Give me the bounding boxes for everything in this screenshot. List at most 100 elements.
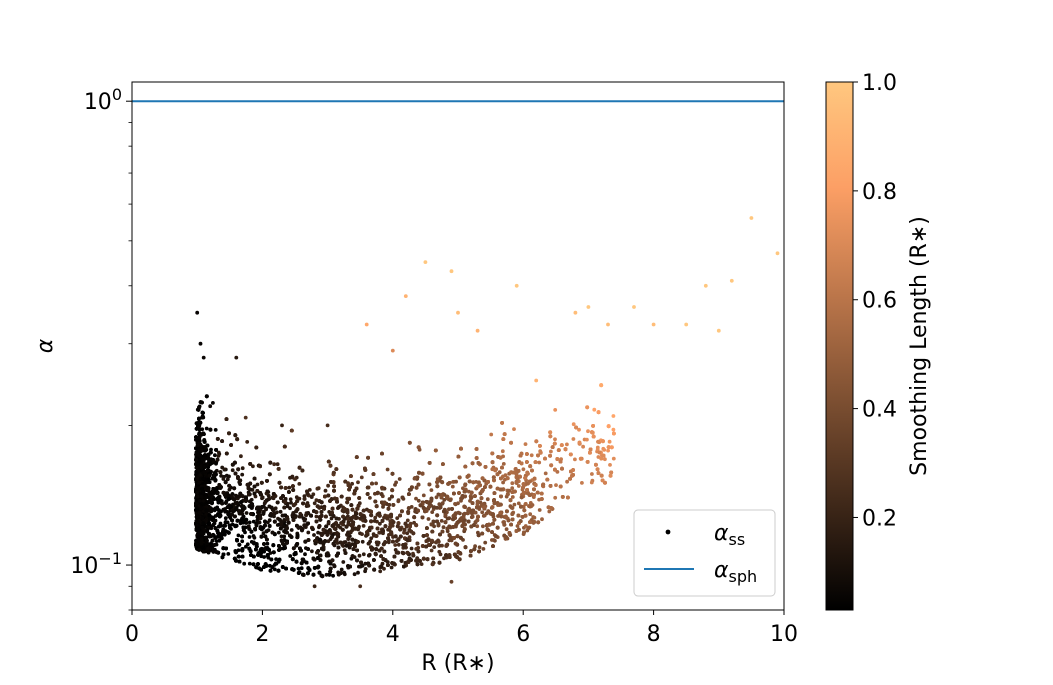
data-point [247,535,252,539]
data-point [294,495,299,500]
data-point [394,480,398,485]
data-point [378,569,383,574]
data-point [289,528,294,532]
data-point [577,427,581,432]
data-point [490,538,494,542]
data-point [532,515,537,520]
data-point [580,481,584,485]
data-point [555,470,560,474]
data-point [374,481,378,486]
data-point [510,495,515,499]
data-point [554,483,558,487]
data-point [326,521,331,526]
data-point [529,453,534,458]
data-point [327,510,332,514]
data-point [350,542,355,546]
data-point [603,457,607,462]
data-point [297,482,302,486]
data-point [607,439,612,444]
data-point [240,472,245,477]
data-point [361,552,366,557]
data-point [356,570,360,575]
scatter-points [194,216,780,589]
data-point [350,481,354,486]
data-point [416,498,421,503]
data-point [439,519,444,523]
data-point [382,566,386,571]
data-point [385,467,390,472]
data-point [438,552,443,557]
data-point [343,540,348,544]
data-point [357,553,362,558]
data-point [312,533,316,537]
data-point [289,500,293,505]
data-point [463,518,467,522]
data-point [368,496,372,500]
data-point [477,545,482,550]
data-point [298,511,303,516]
data-point [299,566,304,571]
data-point [363,567,368,571]
data-point [236,533,241,538]
data-point [387,497,392,501]
data-point [393,543,398,547]
data-point [389,565,394,570]
data-point [611,414,616,418]
data-point [596,455,601,459]
data-point [611,456,616,461]
data-point [592,407,597,412]
data-point [523,524,528,528]
data-point [481,524,485,529]
data-point [282,518,287,522]
data-point [540,517,544,522]
data-point [493,538,497,543]
data-point [225,477,230,482]
data-point [611,427,616,432]
data-point [581,444,585,449]
data-point [373,515,378,520]
data-point [402,530,406,535]
data-point [252,535,257,540]
data-point [404,524,409,529]
data-point [565,479,569,484]
data-point [209,447,213,452]
data-point [409,505,414,509]
data-point [245,440,250,444]
data-point [312,501,317,506]
data-point [430,510,435,514]
data-point [515,524,520,528]
data-point [537,460,542,465]
data-point [407,535,412,539]
data-point [435,505,439,510]
data-point [456,501,460,506]
data-point [372,519,377,523]
data-point [516,484,521,488]
data-point [272,462,277,467]
data-point [442,498,447,502]
data-point [606,448,610,453]
data-point [356,480,360,485]
data-point [500,449,505,454]
data-point [571,422,576,427]
data-point [303,552,307,557]
data-point [397,477,402,481]
data-point [211,401,215,405]
data-point [437,502,442,507]
data-point [440,501,445,505]
data-point [474,480,478,484]
data-point [316,486,321,491]
data-point [288,475,292,480]
data-point [226,552,231,556]
data-point [475,524,480,529]
data-point [450,484,455,489]
data-point [419,562,424,566]
data-point [326,539,331,544]
data-point [251,464,255,469]
data-point [272,567,277,572]
data-point [261,531,266,536]
data-point [387,533,391,537]
data-point [510,481,515,486]
data-point [405,518,410,523]
data-point [282,534,287,539]
